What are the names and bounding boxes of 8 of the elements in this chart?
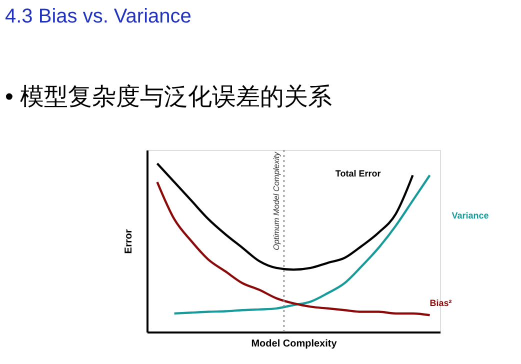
x-axis-title: Model Complexity [251,338,338,350]
chart-subtitle: • 模型复杂度与泛化误差的关系 [5,83,332,110]
y-axis-title: Error [124,229,134,254]
annotation: Optimum Model Complexity [272,151,281,250]
text: Variance [452,210,489,220]
series-label: Bias² [430,298,452,308]
text: Total Error [335,168,382,178]
chart-title: 4.3 Bias vs. Variance [5,5,192,28]
